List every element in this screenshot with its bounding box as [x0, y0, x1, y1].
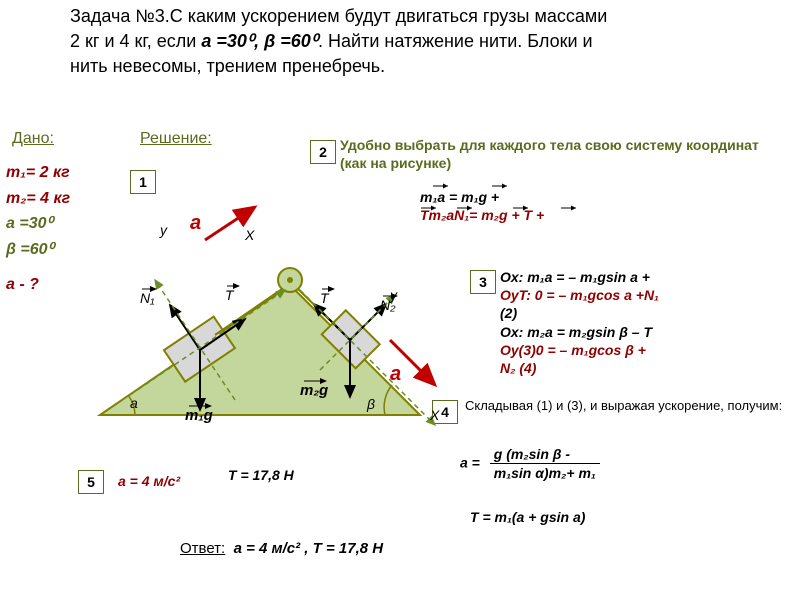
- step-3: 3: [470, 270, 496, 294]
- angle-beta: β: [366, 396, 375, 412]
- step3-equations: Ox: m₁a = – m₁gsin а + OyT: 0 = – m₁gcos…: [500, 268, 790, 377]
- svg-text:N₂: N₂: [380, 297, 396, 313]
- s3e: Oy(3)0 = – m₁gcos β +: [500, 341, 790, 359]
- given-block: m₁= 2 кг m₂= 4 кг а =30⁰ β =60⁰ а - ?: [6, 160, 70, 298]
- answer-label: Ответ:: [180, 540, 225, 557]
- title-l2c: . Найти натяжение нити. Блоки и: [318, 31, 593, 51]
- svg-text:а: а: [190, 212, 201, 234]
- accel-den: m₁sin α)m₂+ m₁: [490, 464, 600, 482]
- svg-text:T: T: [225, 287, 235, 303]
- given-beta: β =60⁰: [6, 237, 70, 263]
- step-2: 2: [310, 140, 336, 164]
- title-l3: нить невесомы, трением пренебречь.: [70, 56, 385, 76]
- svg-text:а: а: [390, 363, 401, 385]
- title-l1: Задача №3.С каким ускорением будут двига…: [70, 6, 607, 26]
- accel-lhs: а =: [460, 454, 480, 470]
- accel-formula: а = g (m₂sin β - m₁sin α)m₂+ m₁: [460, 445, 600, 482]
- given-m2: m₂= 4 кг: [6, 186, 70, 212]
- answer-line: Ответ: а = 4 м/с² , Т = 17,8 Н: [180, 540, 383, 557]
- s3d: Ox: m₂a = m₂gsin β – T: [500, 323, 790, 341]
- diagram-svg: а β y X y X N₁ N₂ T T m₁g m₂g а а: [90, 185, 450, 445]
- tension-formula: Т = m₁(a + gsin а): [470, 508, 585, 526]
- answer-value: а = 4 м/с² , Т = 17,8 Н: [234, 540, 384, 557]
- step-5: 5: [78, 470, 104, 494]
- given-find: а - ?: [6, 272, 70, 298]
- svg-text:y: y: [159, 222, 168, 238]
- result-a: а = 4 м/с²: [118, 472, 180, 490]
- result-t: Т = 17,8 Н: [228, 466, 294, 484]
- s3b: OyT: 0 = – m₁gcos а +N₁: [500, 286, 790, 304]
- svg-text:m₁g: m₁g: [185, 407, 213, 424]
- svg-text:X: X: [244, 227, 255, 243]
- step2-text: Удобно выбрать для каждого тела свою сис…: [340, 136, 770, 172]
- accel-num: g (m₂sin β -: [490, 445, 600, 464]
- angle-alpha: а: [130, 395, 138, 411]
- header-solution: Решение:: [140, 130, 212, 148]
- problem-title: Задача №3.С каким ускорением будут двига…: [0, 0, 800, 80]
- header-given: Дано:: [12, 130, 54, 148]
- given-m1: m₁= 2 кг: [6, 160, 70, 186]
- step4-text: Складывая (1) и (3), и выражая ускорение…: [465, 398, 795, 415]
- eq-arrows: [415, 178, 675, 238]
- s3a: Ox: m₁a = – m₁gsin а +: [500, 268, 790, 286]
- svg-text:X: X: [429, 407, 440, 423]
- s3f: N₂ (4): [500, 359, 790, 377]
- s3c: (2): [500, 304, 790, 322]
- title-l2a: 2 кг и 4 кг, если: [70, 31, 201, 51]
- svg-text:T: T: [320, 290, 330, 306]
- title-params: а =30⁰, β =60⁰: [201, 31, 318, 51]
- svg-text:m₂g: m₂g: [300, 382, 328, 399]
- svg-text:N₁: N₁: [140, 290, 155, 306]
- given-alpha: а =30⁰: [6, 211, 70, 237]
